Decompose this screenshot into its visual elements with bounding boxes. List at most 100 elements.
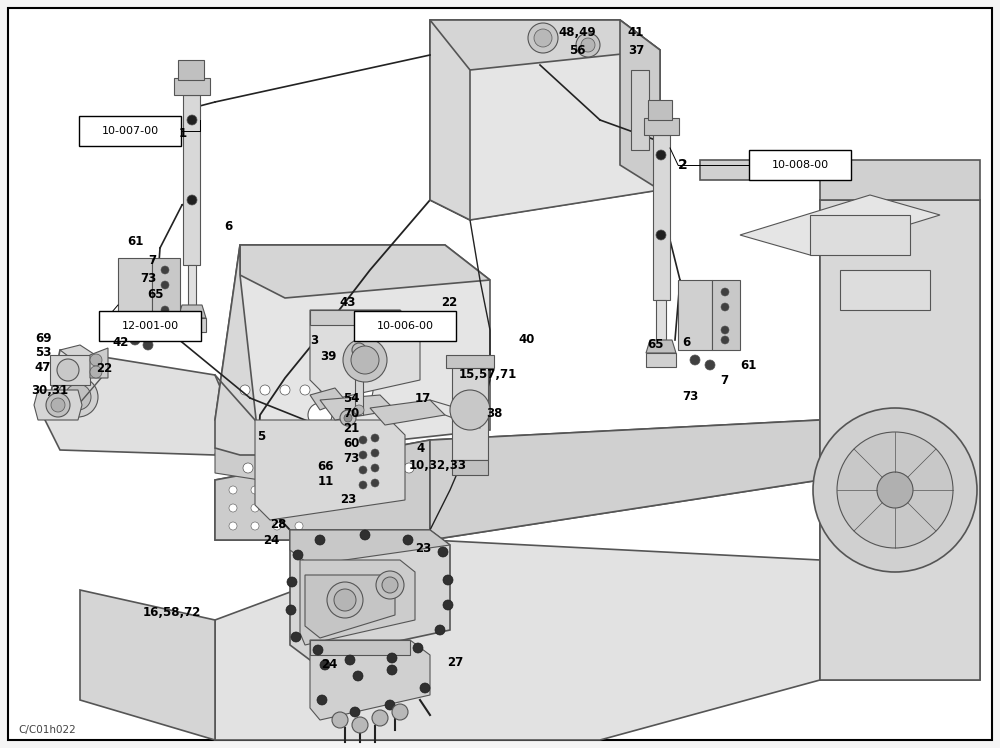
Polygon shape — [310, 310, 420, 400]
Polygon shape — [188, 265, 196, 305]
Polygon shape — [452, 365, 488, 460]
Polygon shape — [215, 540, 820, 740]
Polygon shape — [310, 388, 345, 410]
Circle shape — [130, 335, 140, 345]
Text: 10-008-00: 10-008-00 — [771, 160, 829, 170]
Polygon shape — [430, 20, 470, 220]
Circle shape — [721, 303, 729, 311]
Circle shape — [251, 522, 259, 530]
Text: 17: 17 — [415, 391, 431, 405]
Circle shape — [320, 385, 330, 395]
Bar — [648, 100, 672, 120]
Circle shape — [46, 393, 70, 417]
Circle shape — [161, 266, 169, 274]
Text: 7: 7 — [720, 373, 728, 387]
Text: 10,32,33: 10,32,33 — [409, 459, 467, 471]
Circle shape — [385, 700, 395, 710]
Polygon shape — [740, 195, 940, 255]
Text: 42: 42 — [113, 336, 129, 349]
Circle shape — [320, 660, 330, 670]
FancyBboxPatch shape — [79, 116, 181, 146]
Circle shape — [371, 449, 379, 457]
Text: 47: 47 — [35, 361, 51, 373]
Polygon shape — [370, 400, 445, 425]
Text: 21: 21 — [343, 422, 359, 435]
Circle shape — [251, 504, 259, 512]
Text: 61: 61 — [127, 235, 143, 248]
Text: 73: 73 — [343, 452, 359, 465]
Bar — [178, 60, 204, 80]
Circle shape — [58, 377, 98, 417]
Circle shape — [350, 707, 360, 717]
Text: 1: 1 — [179, 126, 187, 139]
Text: 65: 65 — [147, 287, 163, 301]
Circle shape — [404, 463, 414, 473]
Circle shape — [187, 115, 197, 125]
Polygon shape — [430, 20, 660, 70]
Text: 22: 22 — [441, 295, 457, 308]
Polygon shape — [45, 350, 230, 455]
Circle shape — [293, 550, 303, 560]
Polygon shape — [290, 530, 450, 565]
Polygon shape — [178, 305, 206, 318]
Polygon shape — [656, 300, 666, 340]
Text: 5: 5 — [257, 429, 265, 443]
Circle shape — [335, 463, 345, 473]
Circle shape — [392, 704, 408, 720]
Polygon shape — [290, 530, 450, 660]
Circle shape — [343, 338, 387, 382]
Circle shape — [721, 326, 729, 334]
Polygon shape — [430, 420, 820, 540]
Circle shape — [435, 625, 445, 635]
Text: C/C01h022: C/C01h022 — [18, 725, 76, 735]
Circle shape — [295, 522, 303, 530]
Polygon shape — [152, 258, 180, 330]
Circle shape — [534, 29, 552, 47]
Circle shape — [340, 385, 350, 395]
Circle shape — [90, 354, 102, 366]
Circle shape — [289, 463, 299, 473]
Circle shape — [354, 405, 364, 415]
Polygon shape — [620, 20, 660, 190]
Circle shape — [327, 582, 363, 618]
Circle shape — [382, 577, 398, 593]
Polygon shape — [174, 78, 210, 95]
Polygon shape — [310, 640, 410, 655]
Circle shape — [143, 340, 153, 350]
Circle shape — [51, 398, 65, 412]
Polygon shape — [255, 420, 405, 520]
Circle shape — [334, 589, 356, 611]
Polygon shape — [215, 245, 260, 455]
Text: 4: 4 — [417, 441, 425, 455]
Circle shape — [387, 665, 397, 675]
Polygon shape — [653, 135, 670, 300]
Circle shape — [372, 710, 388, 726]
Text: 70: 70 — [343, 406, 359, 420]
Text: 15,57,71: 15,57,71 — [459, 367, 517, 381]
Polygon shape — [305, 575, 395, 638]
Circle shape — [581, 38, 595, 52]
Text: 60: 60 — [343, 437, 359, 450]
Circle shape — [273, 522, 281, 530]
Polygon shape — [80, 590, 215, 740]
Text: 48,49: 48,49 — [558, 25, 596, 38]
Bar — [810, 215, 910, 255]
Circle shape — [877, 472, 913, 508]
Text: 30,31: 30,31 — [31, 384, 69, 396]
Circle shape — [403, 535, 413, 545]
Text: 38: 38 — [486, 406, 502, 420]
Text: 73: 73 — [140, 272, 156, 284]
Polygon shape — [678, 280, 712, 350]
Text: 23: 23 — [340, 492, 356, 506]
Circle shape — [656, 230, 666, 240]
Text: 7: 7 — [148, 254, 156, 266]
Text: 10-006-00: 10-006-00 — [376, 321, 434, 331]
Text: 43: 43 — [340, 295, 356, 308]
Polygon shape — [215, 448, 260, 480]
Polygon shape — [178, 318, 206, 332]
Circle shape — [90, 366, 102, 378]
Circle shape — [280, 385, 290, 395]
Circle shape — [295, 504, 303, 512]
Polygon shape — [646, 340, 676, 353]
Polygon shape — [646, 353, 676, 367]
